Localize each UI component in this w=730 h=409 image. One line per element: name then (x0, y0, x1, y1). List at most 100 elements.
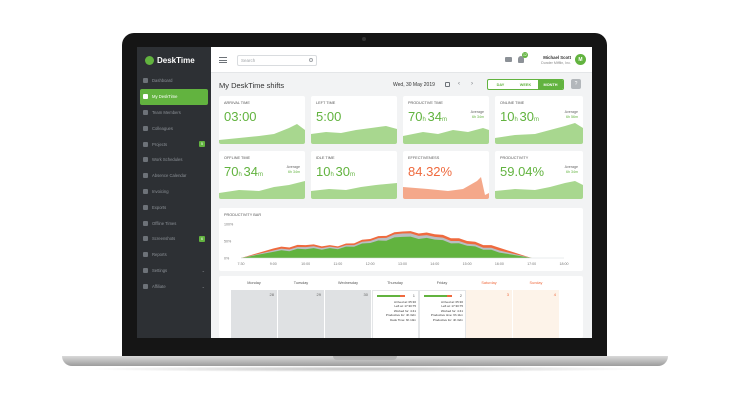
chevron-down-icon: ⌄ (201, 267, 205, 273)
sparkline (311, 126, 397, 144)
day-header-wednesday: Wednesday (338, 281, 358, 285)
logo-icon (145, 55, 154, 65)
laptop-shadow (80, 366, 650, 372)
chat-icon[interactable] (505, 57, 512, 62)
x-tick-label: 14:00 (430, 262, 439, 266)
calendar-icon (143, 173, 148, 179)
dashboard-icon (143, 78, 148, 84)
camera (362, 37, 366, 41)
average-label: Average 6h 56m (564, 110, 578, 119)
x-tick-label: 11:00 (334, 262, 343, 266)
chevron-right-icon[interactable]: › (471, 81, 473, 87)
logo[interactable]: DeskTime (137, 47, 211, 73)
avatar[interactable]: M (575, 54, 586, 65)
sparkline (403, 128, 489, 144)
calendar-day[interactable]: 1 Arrived at: 05:30 Left at: 17:30:75 Wo… (372, 290, 419, 338)
day-header-tuesday: Tuesday (293, 281, 309, 285)
laptop-notch (333, 356, 397, 360)
view-week-button[interactable]: WEEK (519, 82, 532, 87)
screenshots-badge: 6 (199, 235, 205, 242)
sidebar-item-screenshots[interactable]: Screenshots 6 (137, 231, 211, 247)
laptop-base (62, 356, 668, 366)
folder-icon (143, 141, 148, 147)
help-button[interactable]: ? (571, 79, 581, 89)
month-calendar: Monday Tuesday Wednesday Thursday Friday… (219, 276, 583, 338)
date-display: Wed, 30 May 2019 (393, 82, 435, 88)
sparkline (311, 183, 397, 199)
x-tick-label: 13:00 (398, 262, 407, 266)
metric-card-offline: OFFLINE TIME 70h 34m Average 6h 34m (219, 151, 305, 199)
day-stats: Arrived at: 05:30 Left at: 17:30:75 Work… (385, 300, 416, 322)
average-label: Average 6h 34m (564, 165, 578, 174)
x-tick-label: 15:00 (463, 262, 472, 266)
sparkline (219, 124, 305, 144)
sidebar-nav: Dashboard My DeskTime Team Members Colle… (137, 73, 211, 294)
schedule-icon (143, 157, 148, 163)
sidebar-item-reports[interactable]: Reports (137, 247, 211, 263)
metric-value: 70h 34m (224, 164, 263, 179)
topbar: Search 12 Michael Scott Dunder Mifflin, … (211, 47, 592, 73)
sparkline (495, 123, 583, 144)
sparkline (495, 181, 583, 199)
bell-icon[interactable] (518, 56, 524, 63)
chevron-down-icon: ⌄ (201, 283, 205, 289)
calendar-day[interactable]: 3 (466, 290, 513, 338)
invoice-icon (143, 188, 148, 194)
sidebar-item-exports[interactable]: Exports (137, 199, 211, 215)
export-icon (143, 204, 148, 210)
calendar-day[interactable]: 30 (325, 290, 372, 338)
x-tick-label: 7:30 (238, 262, 245, 266)
metric-value: 10h 30m (500, 109, 539, 124)
sidebar-item-dashboard[interactable]: Dashboard (137, 73, 211, 89)
menu-icon[interactable] (219, 57, 227, 63)
calendar-day[interactable]: 2 Arrived at: 05:30 Left at: 17:30:75 Wo… (419, 290, 466, 338)
send-icon (143, 283, 148, 289)
sidebar-item-invoicing[interactable]: Invoicing (137, 184, 211, 200)
sidebar-item-offline-times[interactable]: Offline Times (137, 215, 211, 231)
chevron-left-icon[interactable]: ‹ (458, 81, 460, 87)
y-tick-label: 50% (224, 240, 232, 244)
sidebar-item-projects[interactable]: Projects 5 (137, 136, 211, 152)
calendar-day[interactable]: 29 (278, 290, 325, 338)
sidebar-item-colleagues[interactable]: Colleagues (137, 120, 211, 136)
reports-icon (143, 252, 148, 258)
day-header-friday: Friday (436, 281, 448, 285)
x-tick-label: 9:00 (270, 262, 277, 266)
metric-card-left: LEFT TIME 5:00 (311, 96, 397, 144)
sidebar-item-absence-calendar[interactable]: Absence Calendar (137, 168, 211, 184)
productivity-bar-card: PRODUCTIVITY BAR 100% 50% 0% 7:30 9:00 10:00 1… (219, 208, 583, 271)
metric-card-online: ONLINE TIME 10h 30m Average 6h 56m (495, 96, 583, 144)
gear-icon (143, 267, 148, 273)
metric-value: 5:00 (316, 109, 342, 124)
y-tick-label: 100% (224, 223, 234, 227)
metric-card-productive: PRODUCTIVE TIME 70h 34m Average 6h 34m (403, 96, 489, 144)
metric-value: 03:00 (224, 109, 257, 124)
sparkline (219, 181, 305, 199)
view-month-button[interactable]: MONTH (538, 80, 563, 89)
sidebar-item-my-desktime[interactable]: My DeskTime (140, 88, 208, 105)
page-title: My DeskTime shifts (219, 81, 285, 90)
user-org: Dunder Mifflin, Inc. (541, 61, 571, 65)
metric-card-effectiveness: EFFECTIVENESS 84.32% (403, 151, 489, 199)
sidebar-item-affiliate[interactable]: Affiliate ⌄ (137, 278, 211, 294)
users-icon (143, 109, 148, 115)
search-input[interactable]: Search (237, 55, 317, 66)
productivity-chart[interactable]: 100% 50% 0% 7:30 9:00 10:00 11:00 12:00 13:00 14:… (219, 208, 583, 271)
sparkline (403, 177, 489, 199)
sidebar-item-settings[interactable]: Settings ⌄ (137, 263, 211, 279)
clock-icon (143, 220, 148, 226)
x-tick-label: 10:00 (301, 262, 310, 266)
user-name[interactable]: Michael Scott (543, 55, 571, 60)
calendar-icon[interactable] (445, 82, 450, 87)
app-screen: DeskTime Dashboard My DeskTime Team Memb… (137, 47, 592, 338)
calendar-day[interactable]: 4 (513, 290, 560, 338)
calendar-day[interactable]: 28 (231, 290, 278, 338)
view-day-button[interactable]: DAY (496, 82, 505, 87)
day-header-monday: Monday (247, 281, 261, 285)
day-productivity-bar (424, 295, 452, 297)
user-icon (143, 125, 148, 131)
sidebar-item-work-schedules[interactable]: Work Schedules (137, 152, 211, 168)
view-switcher: DAY WEEK MONTH (487, 79, 564, 90)
sidebar-item-team-members[interactable]: Team Members (137, 105, 211, 121)
search-icon (309, 58, 313, 62)
